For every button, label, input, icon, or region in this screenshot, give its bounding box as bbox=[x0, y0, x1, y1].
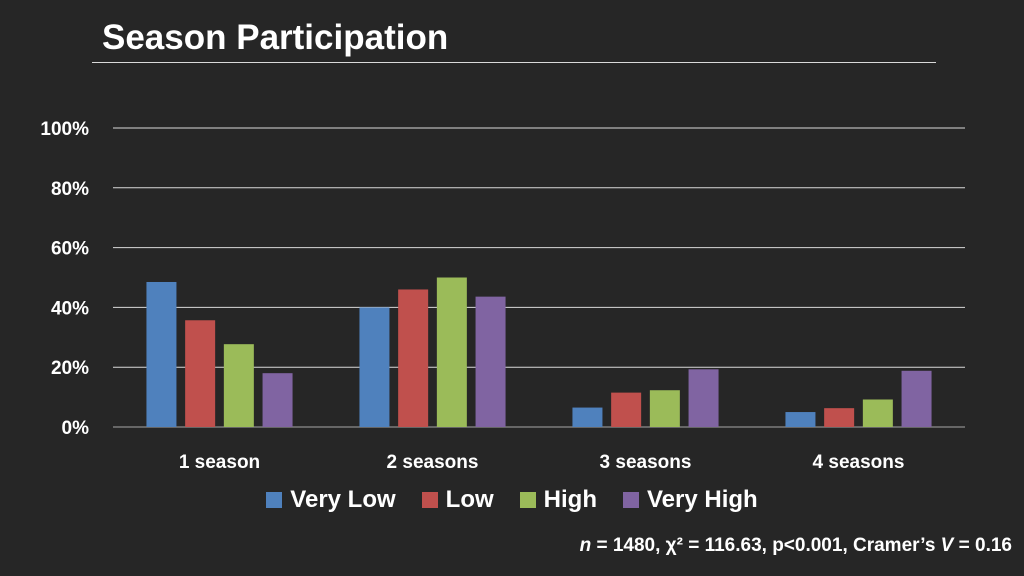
legend-item: Very Low bbox=[266, 486, 396, 514]
legend-swatch bbox=[421, 492, 438, 508]
y-tick-label: 20% bbox=[51, 358, 89, 379]
x-tick-label: 1 season bbox=[179, 452, 260, 473]
legend-label: Low bbox=[445, 486, 494, 513]
bar bbox=[785, 412, 816, 427]
y-axis-tick-labels: 0% 20% 40% 60% 80% 100% bbox=[40, 119, 89, 439]
y-tick-label: 40% bbox=[51, 298, 89, 319]
bar bbox=[901, 370, 932, 427]
slide-title: Season Participation bbox=[102, 18, 449, 57]
x-tick-label: 4 seasons bbox=[813, 452, 905, 473]
legend-item: Low bbox=[421, 486, 494, 514]
bar bbox=[436, 277, 467, 427]
statistics-note: n = 1480, χ² = 116.63, p<0.001, Cramer’s… bbox=[580, 535, 1012, 557]
bar bbox=[824, 408, 855, 427]
v-symbol: V bbox=[940, 535, 954, 556]
y-tick-label: 100% bbox=[40, 119, 89, 140]
legend-item: High bbox=[519, 486, 597, 514]
legend-item: Very High bbox=[622, 486, 758, 514]
y-tick-label: 60% bbox=[51, 239, 89, 260]
x-axis-tick-labels: 1 season 2 seasons 3 seasons 4 seasons bbox=[179, 452, 905, 473]
legend-swatch bbox=[622, 492, 639, 508]
bar bbox=[649, 390, 680, 427]
title-underline bbox=[92, 62, 936, 63]
bar bbox=[688, 369, 719, 427]
bar bbox=[398, 289, 429, 427]
legend-label: Very Low bbox=[290, 486, 396, 513]
bar bbox=[611, 392, 642, 427]
v-statistic: = 0.16 bbox=[953, 535, 1012, 556]
gridlines bbox=[113, 127, 965, 428]
y-tick-label: 0% bbox=[62, 418, 90, 439]
legend-swatch bbox=[266, 492, 283, 508]
bar bbox=[862, 399, 893, 427]
bar bbox=[475, 296, 506, 427]
bars bbox=[146, 277, 932, 427]
bar bbox=[572, 407, 603, 427]
legend: Very Low Low High Very High bbox=[0, 486, 1024, 514]
legend-label: Very High bbox=[646, 486, 758, 513]
y-tick-label: 80% bbox=[51, 179, 89, 200]
bar bbox=[262, 373, 293, 427]
bar bbox=[185, 320, 216, 427]
x-tick-label: 3 seasons bbox=[600, 452, 692, 473]
n-statistic: = 1480, χ² = 116.63, p<0.001, Cramer’s bbox=[591, 535, 941, 556]
n-symbol: n bbox=[579, 535, 592, 556]
legend-label: High bbox=[543, 486, 597, 513]
x-tick-label: 2 seasons bbox=[387, 452, 479, 473]
bar-chart: 0% 20% 40% 60% 80% 100% 1 season 2 seasons 3 se… bbox=[40, 119, 965, 473]
legend-swatch bbox=[519, 492, 536, 508]
bar bbox=[223, 344, 254, 427]
bar bbox=[359, 307, 390, 427]
bar bbox=[146, 281, 177, 427]
